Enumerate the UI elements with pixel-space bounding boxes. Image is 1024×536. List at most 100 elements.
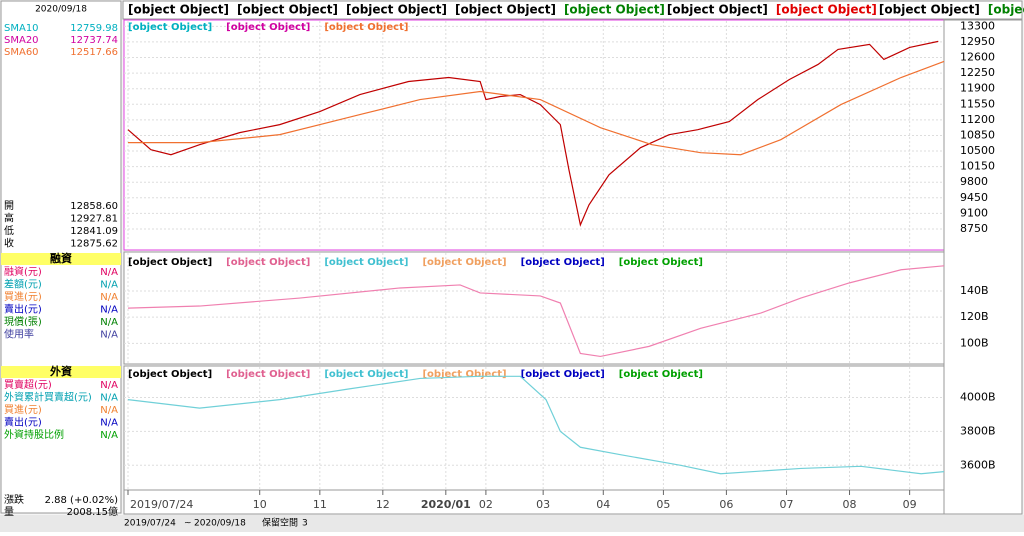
sidebar-label: 收	[4, 237, 14, 250]
toolbar-text[interactable]: 3	[302, 519, 308, 529]
sidebar-label: 買賣超(元)	[4, 378, 52, 391]
header-item: [object Object]	[776, 3, 877, 17]
sidebar-value: 2.88 (+0.02%)	[45, 495, 118, 506]
series-line	[127, 265, 945, 358]
y-tick-label: 13300	[960, 19, 995, 32]
x-tick-label: 05	[656, 498, 670, 511]
y-tick-label: 120B	[960, 310, 989, 323]
legend-item: [object Object]	[128, 257, 212, 268]
legend-item: [object Object]	[521, 257, 605, 268]
sidebar-label: 量	[4, 506, 14, 518]
x-axis-panel	[123, 489, 945, 515]
sidebar-date: 2020/09/18	[35, 5, 87, 15]
x-tick-label: 08	[843, 498, 857, 511]
x-tick-label: 2020/01	[421, 498, 471, 511]
sidebar-label: 使用率	[4, 328, 34, 341]
y-tick-label: 9450	[960, 191, 988, 204]
x-tick-label: 04	[596, 498, 610, 511]
y-tick-label: 10500	[960, 144, 995, 157]
sidebar-label: 外資累計買賣超(元)	[4, 391, 92, 404]
y-tick-label: 12600	[960, 51, 995, 64]
y-tick-label: 100B	[960, 336, 989, 349]
legend-item: [object Object]	[128, 369, 212, 380]
y-tick-label: 4000B	[960, 391, 996, 404]
sidebar-label: 外資持股比例	[4, 428, 64, 441]
margin-header	[1, 253, 121, 265]
x-tick-label: 03	[536, 498, 550, 511]
legend-item: [object Object]	[422, 257, 506, 268]
toolbar	[0, 515, 1024, 532]
sidebar-value: N/A	[100, 330, 118, 341]
sidebar-label: 差額(元)	[4, 278, 42, 291]
toolbar-text: 2019/07/24	[124, 519, 176, 529]
sidebar-value: N/A	[100, 280, 118, 291]
foreign-panel	[123, 365, 945, 491]
y-tick-label: 11200	[960, 113, 995, 126]
sidebar-value: N/A	[100, 292, 118, 303]
sidebar-value: N/A	[100, 405, 118, 416]
legend-item: [object Object]	[226, 22, 310, 33]
sidebar-title: 融資	[50, 251, 72, 265]
header-item: [object Object]	[988, 3, 1024, 17]
y-tick-label: 10150	[960, 160, 995, 173]
x-tick-label: 2019/07/24	[130, 498, 193, 511]
y-tick-label: 10850	[960, 128, 995, 141]
y-tick-label: 8750	[960, 222, 988, 235]
sidebar-value: N/A	[100, 380, 118, 391]
sidebar-label: 開	[4, 200, 14, 212]
x-tick-label: 12	[376, 498, 390, 511]
legend-item: [object Object]	[226, 369, 310, 380]
legend-item: [object Object]	[619, 257, 703, 268]
sidebar-label: 高	[4, 212, 14, 225]
sidebar-label: 低	[4, 224, 14, 237]
header-item: [object Object]	[667, 3, 768, 17]
legend-item: [object Object]	[324, 369, 408, 380]
sidebar-value: 2008.15億	[67, 505, 118, 518]
y-tick-label: 3800B	[960, 424, 996, 437]
sidebar-label: 融資(元)	[4, 266, 42, 278]
foreign-header	[1, 366, 121, 378]
legend-item: [object Object]	[422, 369, 506, 380]
header-item: [object Object]	[564, 3, 665, 17]
legend-item: [object Object]	[619, 369, 703, 380]
y-tick-label: 9100	[960, 206, 988, 219]
sidebar-value: 12737.74	[70, 35, 118, 46]
y-axis-panel	[943, 19, 1023, 515]
series-line	[127, 375, 945, 475]
sidebar-value: 12517.66	[70, 47, 118, 58]
x-tick-label: 09	[903, 498, 917, 511]
x-tick-label: 02	[479, 498, 493, 511]
sidebar-label: 買進(元)	[4, 404, 42, 416]
sidebar-value: 12759.98	[70, 23, 118, 34]
y-tick-label: 11550	[960, 97, 995, 110]
y-tick-label: 3600B	[960, 458, 996, 471]
y-tick-label: 12950	[960, 35, 995, 48]
sidebar-label: 買進(元)	[4, 291, 42, 303]
sidebar-label: SMA10	[4, 23, 39, 34]
y-tick-label: 9800	[960, 175, 988, 188]
header-item: [object Object]	[455, 3, 556, 17]
toolbar-text: 保留空間	[262, 517, 298, 529]
header-item: [object Object]	[237, 3, 338, 17]
sidebar-value: 12841.09	[70, 226, 118, 237]
sidebar-label: 漲跌	[4, 493, 24, 506]
sidebar-value: N/A	[100, 305, 118, 316]
y-tick-label: 140B	[960, 284, 989, 297]
x-tick-label: 10	[253, 498, 267, 511]
sidebar-value: 12858.60	[70, 201, 118, 212]
legend-item: [object Object]	[226, 257, 310, 268]
header-item: [object Object]	[346, 3, 447, 17]
sidebar-value: N/A	[100, 430, 118, 441]
header-item: [object Object]	[879, 3, 980, 17]
sidebar-value: N/A	[100, 418, 118, 429]
x-tick-label: 11	[313, 498, 327, 511]
sidebar-label: SMA20	[4, 35, 39, 46]
sidebar-label: 賣出(元)	[4, 303, 42, 316]
sidebar-label: 賣出(元)	[4, 416, 42, 429]
header-bar	[122, 0, 1023, 20]
x-tick-label: 06	[719, 498, 733, 511]
x-tick-label: 07	[780, 498, 794, 511]
series-line	[127, 40, 939, 227]
header-item: [object Object]	[128, 3, 229, 17]
